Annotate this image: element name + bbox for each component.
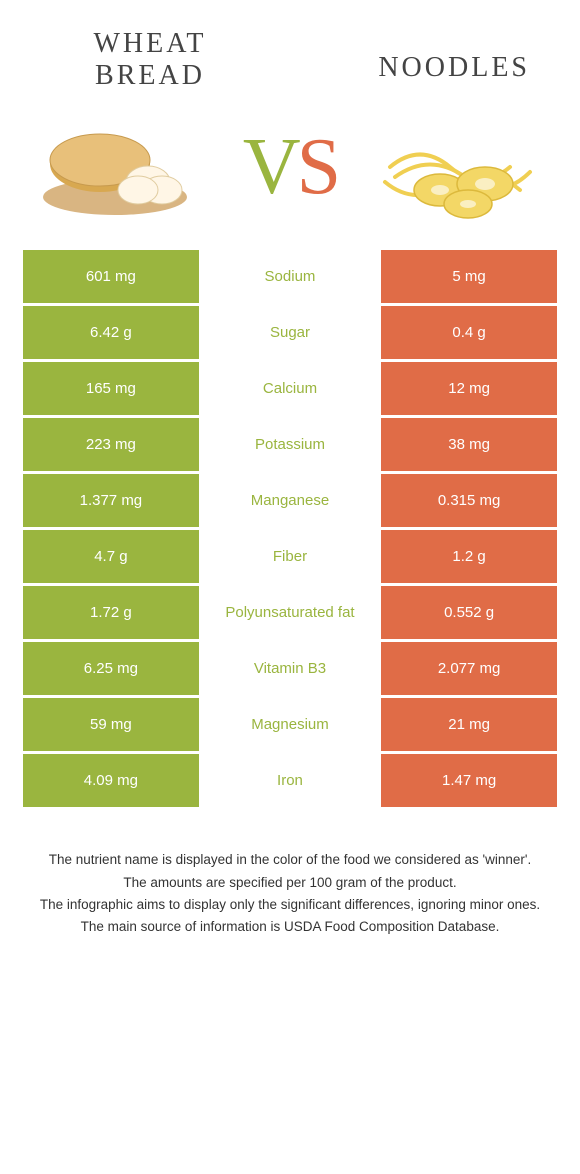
nutrient-label: Magnesium [200, 697, 379, 753]
table-row: 601 mgSodium5 mg [22, 249, 559, 305]
table-row: 1.377 mgManganese0.315 mg [22, 473, 559, 529]
right-value: 38 mg [380, 417, 559, 473]
left-value: 6.42 g [22, 305, 201, 361]
nutrient-label: Vitamin B3 [200, 641, 379, 697]
table-row: 6.42 gSugar0.4 g [22, 305, 559, 361]
nutrient-label: Manganese [200, 473, 379, 529]
nutrient-table: 601 mgSodium5 mg6.42 gSugar0.4 g165 mgCa… [20, 247, 560, 810]
footer: The nutrient name is displayed in the co… [0, 810, 580, 937]
table-row: 1.72 gPolyunsaturated fat0.552 g [22, 585, 559, 641]
left-value: 165 mg [22, 361, 201, 417]
nutrient-label: Potassium [200, 417, 379, 473]
nutrient-label: Calcium [200, 361, 379, 417]
nutrient-label: Iron [200, 753, 379, 809]
right-value: 21 mg [380, 697, 559, 753]
right-value: 0.4 g [380, 305, 559, 361]
vs-row: VS [0, 102, 580, 247]
right-value: 0.552 g [380, 585, 559, 641]
vs-label: VS [243, 127, 337, 207]
right-value: 1.2 g [380, 529, 559, 585]
right-value: 12 mg [380, 361, 559, 417]
table-row: 6.25 mgVitamin B32.077 mg [22, 641, 559, 697]
left-value: 4.09 mg [22, 753, 201, 809]
nutrient-label: Polyunsaturated fat [200, 585, 379, 641]
noodles-icon [380, 112, 540, 222]
header: WHEATBREAD NOODLES [0, 0, 580, 102]
vs-v: V [243, 123, 297, 211]
bread-icon [40, 112, 200, 222]
table-row: 223 mgPotassium38 mg [22, 417, 559, 473]
nutrient-label: Fiber [200, 529, 379, 585]
title-right: NOODLES [330, 28, 530, 84]
nutrient-label: Sugar [200, 305, 379, 361]
right-value: 2.077 mg [380, 641, 559, 697]
left-value: 6.25 mg [22, 641, 201, 697]
footer-line: The amounts are specified per 100 gram o… [30, 873, 550, 893]
table-row: 4.7 gFiber1.2 g [22, 529, 559, 585]
footer-line: The infographic aims to display only the… [30, 895, 550, 915]
left-value: 223 mg [22, 417, 201, 473]
left-value: 601 mg [22, 249, 201, 305]
vs-s: S [297, 123, 338, 211]
right-value: 5 mg [380, 249, 559, 305]
left-value: 1.72 g [22, 585, 201, 641]
footer-line: The nutrient name is displayed in the co… [30, 850, 550, 870]
right-value: 0.315 mg [380, 473, 559, 529]
nutrient-label: Sodium [200, 249, 379, 305]
left-value: 59 mg [22, 697, 201, 753]
title-left: WHEATBREAD [50, 28, 250, 92]
table-row: 4.09 mgIron1.47 mg [22, 753, 559, 809]
left-value: 4.7 g [22, 529, 201, 585]
left-value: 1.377 mg [22, 473, 201, 529]
table-row: 59 mgMagnesium21 mg [22, 697, 559, 753]
footer-line: The main source of information is USDA F… [30, 917, 550, 937]
table-row: 165 mgCalcium12 mg [22, 361, 559, 417]
right-value: 1.47 mg [380, 753, 559, 809]
